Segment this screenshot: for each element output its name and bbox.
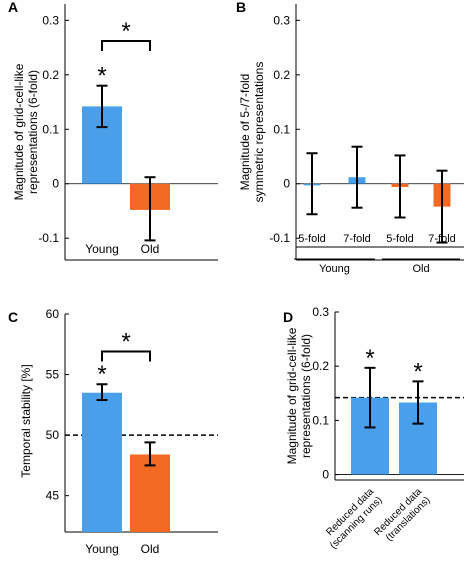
y-tick-label: 45: [46, 489, 60, 503]
x-tick-label: 5-fold: [298, 233, 326, 245]
y-tick-label: 0.1: [42, 122, 59, 136]
bar: [82, 392, 122, 532]
significance-star: *: [413, 358, 422, 385]
y-tick-label: 0: [322, 468, 329, 482]
x-tick-label: Young: [85, 542, 119, 556]
panel-a: A -0.1 0 0.1 0.2 0.3 Magnitude of grid-cell-li…: [8, 0, 218, 261]
y-axis-label-line: Magnitude of 5-/7-fold: [238, 74, 252, 191]
y-axis-label-line: Temporal stability [%]: [19, 364, 33, 477]
x-tick-label: 7-fold: [343, 233, 371, 245]
y-axis-label: Magnitude of grid-cell-likerepresentatio…: [285, 327, 313, 464]
y-tick-label: 0.1: [273, 122, 290, 136]
panel-d: D 0 0.1 0.2 0.3 Magnitude of grid-cell-likere…: [283, 305, 464, 551]
panel-b: B -0.1 0 0.1 0.2 0.3 Magnitude of 5-/7-foldsym…: [236, 0, 464, 275]
y-tick-label: 0.2: [312, 359, 329, 373]
x-tick-label: Old: [141, 242, 160, 256]
y-tick-label: -0.1: [269, 231, 290, 245]
bracket-star: *: [121, 329, 130, 356]
comparison-bracket: [101, 40, 151, 52]
x-tick-label: Young: [85, 242, 119, 256]
y-tick-label: 50: [46, 428, 60, 442]
y-tick-label: 0.3: [273, 13, 290, 27]
significance-star: *: [365, 345, 374, 372]
significance-star: *: [97, 361, 106, 388]
y-axis-label-line: representations (6-fold): [26, 70, 40, 194]
y-tick-label: -0.1: [38, 231, 59, 245]
y-axis-label: Magnitude of 5-/7-foldsymmetric represen…: [238, 62, 266, 203]
y-axis-label-line: Magnitude of grid-cell-like: [12, 63, 26, 200]
x-tick-label: 7-fold: [428, 233, 456, 245]
y-tick-label: 0.3: [42, 13, 59, 27]
y-axis-label-line: Magnitude of grid-cell-like: [285, 327, 299, 464]
bracket-star: *: [121, 18, 130, 45]
y-tick-label: 55: [46, 368, 60, 382]
comparison-bracket: [101, 350, 151, 362]
y-axis-label: Temporal stability [%]: [19, 364, 33, 477]
group-label: Young: [319, 263, 350, 275]
significance-star: *: [97, 63, 106, 90]
panel-label: A: [8, 0, 18, 15]
y-tick-label: 0.2: [42, 68, 59, 82]
y-tick-label: 0: [283, 177, 290, 191]
group-label: Old: [412, 263, 429, 275]
y-tick-label: 0.2: [273, 68, 290, 82]
y-tick-label: 0.3: [312, 305, 329, 319]
y-tick-label: 0.1: [312, 413, 329, 427]
panel-label: C: [8, 309, 18, 325]
y-axis-label: Magnitude of grid-cell-likerepresentatio…: [12, 63, 40, 200]
panel-label: B: [236, 0, 246, 15]
x-tick-label: Reduced data(translations): [372, 486, 433, 547]
y-tick-label: 0: [52, 177, 59, 191]
panel-label: D: [283, 309, 293, 325]
panel-c: C 45 50 55 60 Temporal stability [%] * * Young Ol…: [8, 307, 218, 556]
x-tick-label: Old: [141, 542, 160, 556]
bar: [130, 454, 170, 532]
y-axis-label-line: representations (6-fold): [299, 334, 313, 458]
y-tick-label: 60: [46, 307, 60, 321]
x-tick-label: Reduced data(scanning runs): [320, 486, 385, 551]
y-axis-label-line: symmetric representations: [252, 62, 266, 203]
x-tick-label: 5-fold: [386, 233, 414, 245]
